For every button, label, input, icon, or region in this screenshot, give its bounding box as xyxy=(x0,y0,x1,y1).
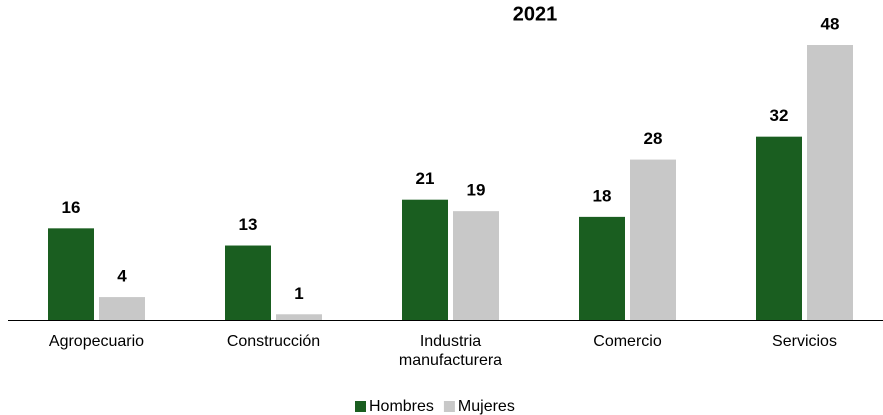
value-label: 4 xyxy=(117,267,127,286)
x-tick-label: Construcción xyxy=(226,333,321,350)
bar xyxy=(225,245,271,320)
chart-title: 2021 xyxy=(513,3,558,25)
legend-label: Mujeres xyxy=(458,398,515,415)
bar xyxy=(276,314,322,320)
bar xyxy=(48,228,94,320)
value-label: 18 xyxy=(593,186,612,205)
x-tick-label: Agropecuario xyxy=(48,333,145,350)
value-label: 21 xyxy=(416,169,435,188)
legend-swatch xyxy=(355,401,366,412)
value-label: 19 xyxy=(467,181,486,200)
value-label: 16 xyxy=(62,198,81,217)
bar xyxy=(630,159,676,320)
bar xyxy=(402,199,448,320)
value-label: 32 xyxy=(770,106,789,125)
value-label: 28 xyxy=(644,129,663,148)
value-label: 48 xyxy=(821,14,840,33)
bar xyxy=(579,216,625,320)
value-label: 13 xyxy=(239,215,258,234)
x-tick-label: Industria manufacturera xyxy=(398,333,503,369)
legend-label: Hombres xyxy=(369,398,434,415)
value-label: 1 xyxy=(294,284,303,303)
x-tick-label: Comercio xyxy=(593,333,662,350)
bar xyxy=(453,211,499,320)
x-tick-label: Servicios xyxy=(772,333,837,350)
bar xyxy=(756,136,802,320)
legend-swatch xyxy=(443,401,455,412)
bar xyxy=(99,297,145,320)
bar xyxy=(807,45,853,320)
